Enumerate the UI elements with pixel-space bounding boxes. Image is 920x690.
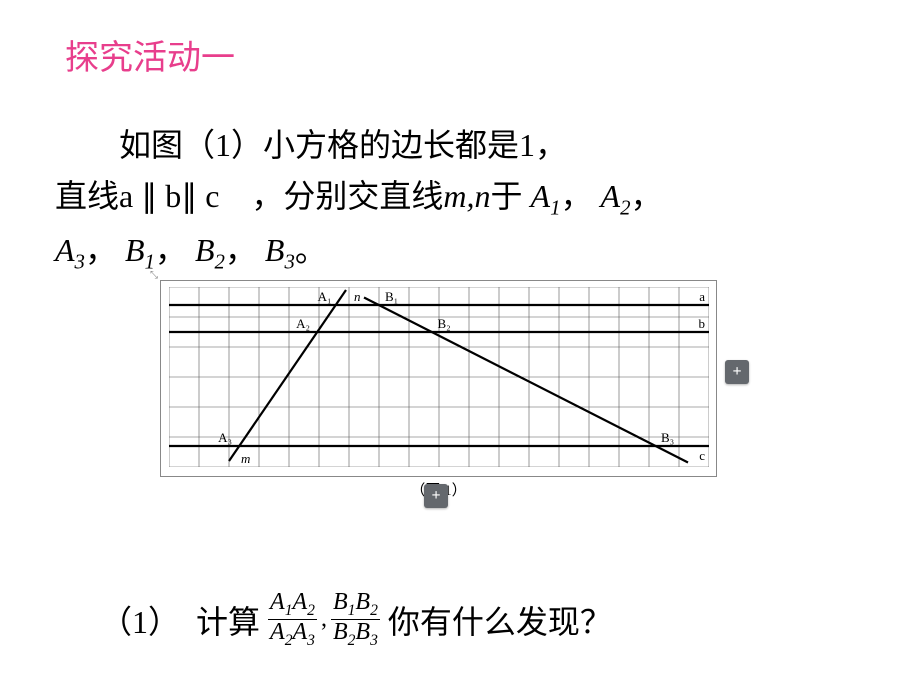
body-line1: 如图（1）小方格的边长都是1， [119,127,567,163]
label-b3: B3 [265,232,295,268]
label-a1: A1 [531,178,561,214]
svg-text:a: a [699,289,705,304]
label-a2: A2 [601,178,631,214]
svg-text:c: c [699,448,705,463]
svg-text:A₂: A₂ [296,316,310,331]
question-prefix: （1） 计算 [100,597,260,643]
section-title: 探究活动一 [65,30,235,79]
svg-text:n: n [354,289,361,304]
svg-text:A₃: A₃ [218,430,232,445]
fraction-expression: A1A2 A2A3 , B1B2 B2B3 [268,590,380,649]
grid-diagram: A₁ B₁ A₂ B₂ A₃ B₃ ab c m n [169,287,709,467]
resize-handle-icon: ⤡ [150,270,162,278]
svg-text:A₁: A₁ [318,289,332,304]
svg-text:B₂: B₂ [438,316,451,331]
fraction-comma: , [317,606,331,633]
question-suffix: 你有什么发现？ [388,597,612,643]
label-b1: B1 [125,232,155,268]
fraction-2: B1B2 B2B3 [331,590,380,649]
plus-button-bottom[interactable]: + [424,484,448,508]
period: 。 [295,232,327,268]
svg-text:B₁: B₁ [385,289,398,304]
mn-italic: m,n [443,178,490,214]
svg-text:B₃: B₃ [661,430,674,445]
body-line2-post: 于 [491,178,531,214]
problem-statement: 如图（1）小方格的边长都是1， 直线a ∥ b∥ c ，分别交直线m,n于 A1… [55,120,865,279]
figure-container: ⤡ A₁B₁A₂B₂A₃B₃abcmn （图 1） + + [160,280,717,500]
body-line2-pre: 直线a ∥ b∥ c ，分别交直线 [55,178,443,214]
plus-button-right[interactable]: + [725,360,749,384]
label-a3: A3 [55,232,85,268]
fraction-1: A1A2 A2A3 [268,590,317,649]
svg-text:m: m [241,451,250,466]
figure-frame: A₁ B₁ A₂ B₂ A₃ B₃ ab c m n [160,280,717,477]
svg-text:b: b [699,316,706,331]
label-b2: B2 [195,232,225,268]
question-line: （1） 计算 A1A2 A2A3 , B1B2 B2B3 你有什么发现？ [100,590,612,649]
